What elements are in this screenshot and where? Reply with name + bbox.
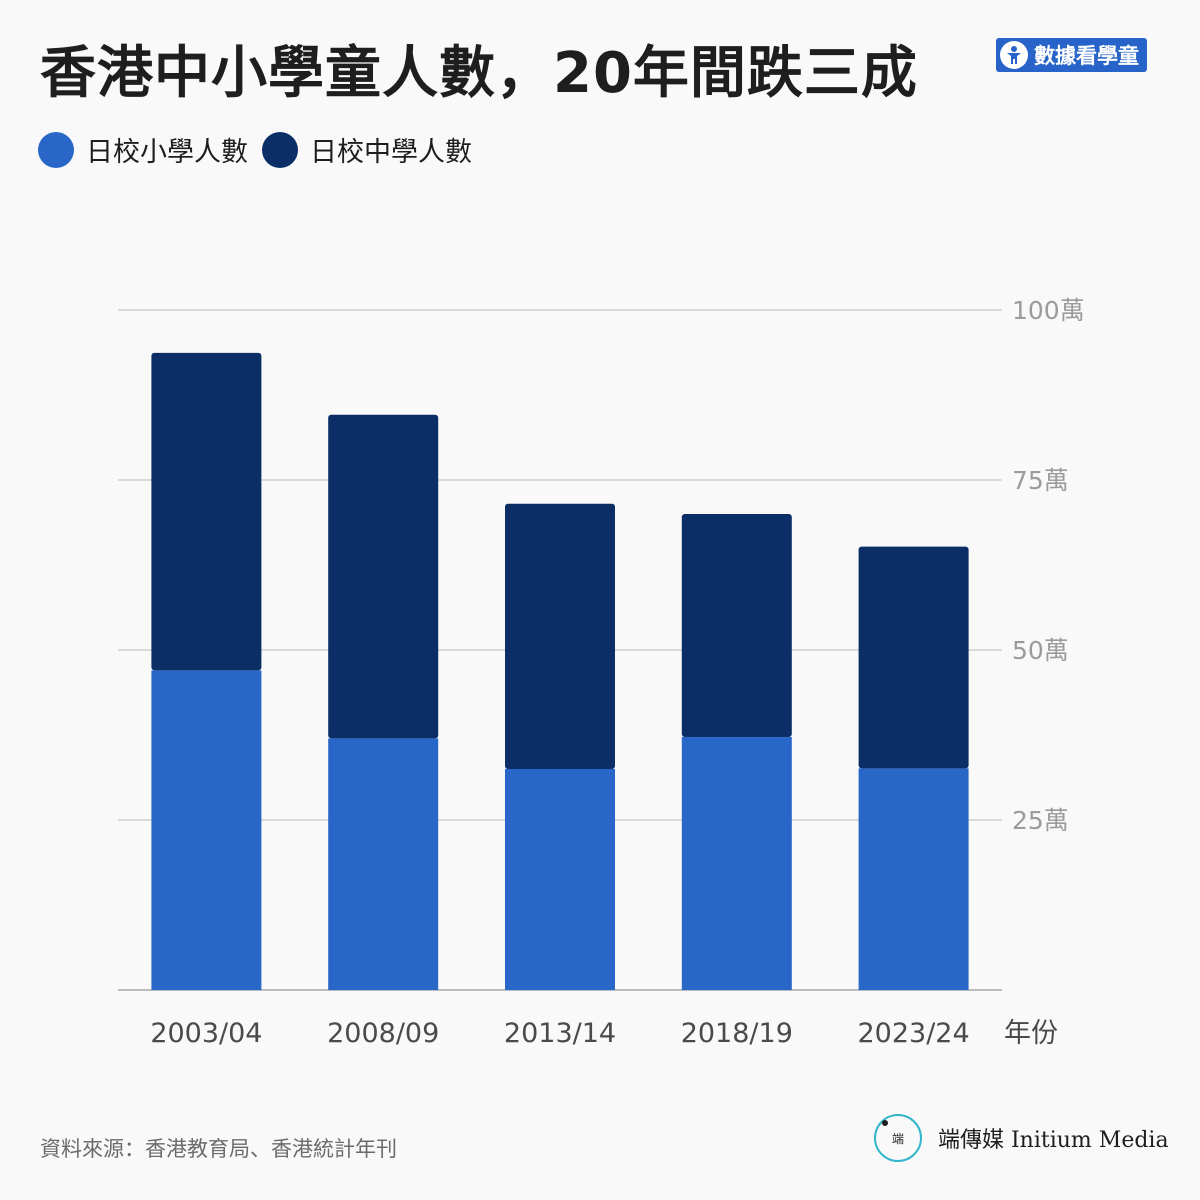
brand: 端 端傳媒 Initium Media xyxy=(874,1114,1169,1162)
brand-name: 端傳媒 Initium Media xyxy=(938,1128,1169,1153)
y-tick-label: 50萬 xyxy=(1012,636,1069,665)
x-tick-label: 2018/19 xyxy=(681,1018,793,1049)
source-note: 資料來源：香港教育局、香港統計年刊 xyxy=(40,1137,397,1161)
bar-segment xyxy=(858,768,969,990)
x-tick-label: 2003/04 xyxy=(150,1018,262,1049)
logo-text: 端 xyxy=(891,1131,904,1146)
bar-segment xyxy=(151,670,262,990)
child-icon xyxy=(1000,41,1028,69)
bar-segment xyxy=(328,414,439,739)
legend-item-secondary: 日校中學人數 xyxy=(262,130,472,169)
legend-label-secondary: 日校中學人數 xyxy=(310,137,472,168)
initium-logo: 端 xyxy=(874,1114,922,1162)
x-axis-label: 年份 xyxy=(1004,1018,1058,1049)
y-tick-label: 25萬 xyxy=(1012,806,1069,835)
legend-item-primary: 日校小學人數 xyxy=(38,130,248,169)
bar-segment xyxy=(858,546,969,769)
bar-segment xyxy=(505,769,615,990)
x-tick-label: 2023/24 xyxy=(858,1018,970,1049)
bar-segment xyxy=(681,514,792,738)
badge-label: 數據看學童 xyxy=(1034,44,1139,68)
legend-swatch-secondary xyxy=(262,131,298,168)
y-tick-label: 100萬 xyxy=(1012,296,1085,325)
y-tick-label: 75萬 xyxy=(1012,466,1069,495)
x-tick-label: 2013/14 xyxy=(504,1018,616,1049)
series-badge[interactable]: 數據看學童 xyxy=(996,38,1147,72)
bar-segment xyxy=(681,737,792,990)
x-tick-label: 2008/09 xyxy=(327,1018,439,1049)
legend: 日校小學人數 日校中學人數 xyxy=(38,130,472,169)
legend-label-primary: 日校小學人數 xyxy=(86,137,248,168)
bar-segment xyxy=(151,352,262,671)
bar-segment xyxy=(505,503,615,769)
chart-title: 香港中小學童人數，20年間跌三成 xyxy=(40,41,918,106)
bar-segment xyxy=(328,738,439,990)
legend-swatch-primary xyxy=(38,131,74,168)
